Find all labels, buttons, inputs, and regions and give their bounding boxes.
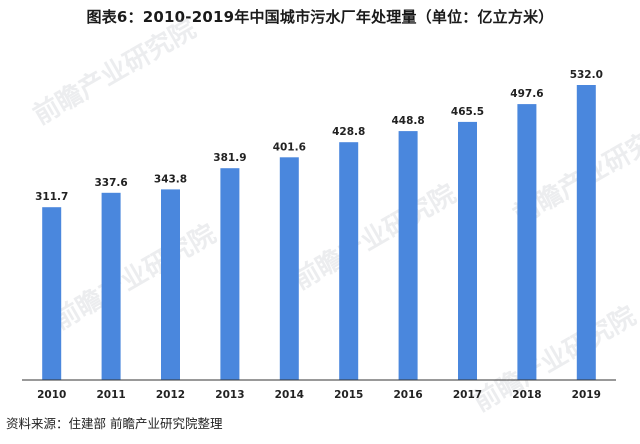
chart-title: 图表6：2010-2019年中国城市污水厂年处理量（单位：亿立方米） [86, 8, 554, 26]
data-label-2018: 497.6 [510, 88, 543, 100]
bar-2019 [576, 85, 596, 380]
data-label-2014: 401.6 [273, 141, 306, 153]
watermark-text: 前瞻产业研究院 [288, 178, 461, 296]
x-tick-label-2010: 2010 [37, 389, 66, 401]
x-tick-label-2019: 2019 [572, 389, 601, 401]
source-note: 资料来源：住建部 前瞻产业研究院整理 [6, 416, 223, 431]
data-label-2016: 448.8 [391, 115, 424, 127]
x-tick-label-2016: 2016 [393, 389, 422, 401]
bar-2017 [458, 121, 477, 381]
bar-2013 [220, 168, 240, 380]
bar-2012 [161, 189, 180, 380]
data-label-2015: 428.8 [332, 126, 365, 138]
bar-2010 [42, 207, 62, 380]
data-label-2013: 381.9 [213, 152, 246, 164]
bar-2015 [339, 142, 359, 380]
x-tick-label-2015: 2015 [334, 389, 363, 401]
data-label-2017: 465.5 [451, 106, 484, 118]
data-label-2012: 343.8 [154, 173, 187, 185]
bar-2014 [279, 157, 299, 380]
bar-series: 311.7 337.6 343.8 381.9 401.6 428.8 448.8 465.5… [35, 69, 603, 381]
watermark-text: 前瞻产业研究院 [48, 218, 221, 336]
x-tick-label-2013: 2013 [215, 389, 244, 401]
x-tick-label-2012: 2012 [156, 389, 185, 401]
data-label-2011: 337.6 [94, 177, 127, 189]
watermark-text: 前瞻产业研究院 [28, 13, 201, 131]
data-label-2019: 532.0 [570, 69, 603, 81]
x-tick-label-2014: 2014 [275, 389, 304, 401]
x-tick-label-2018: 2018 [512, 389, 541, 401]
x-axis-ticks: 2010 2011 2012 2013 2014 2015 2016 2017 2018 2019 [37, 389, 601, 401]
x-tick-label-2017: 2017 [453, 389, 482, 401]
watermark-text: 前瞻产业研究院 [468, 300, 640, 418]
bar-2011 [101, 192, 121, 380]
bar-2018 [517, 104, 537, 380]
bar-2016 [398, 131, 418, 380]
data-label-2010: 311.7 [35, 191, 68, 203]
x-tick-label-2011: 2011 [96, 389, 125, 401]
